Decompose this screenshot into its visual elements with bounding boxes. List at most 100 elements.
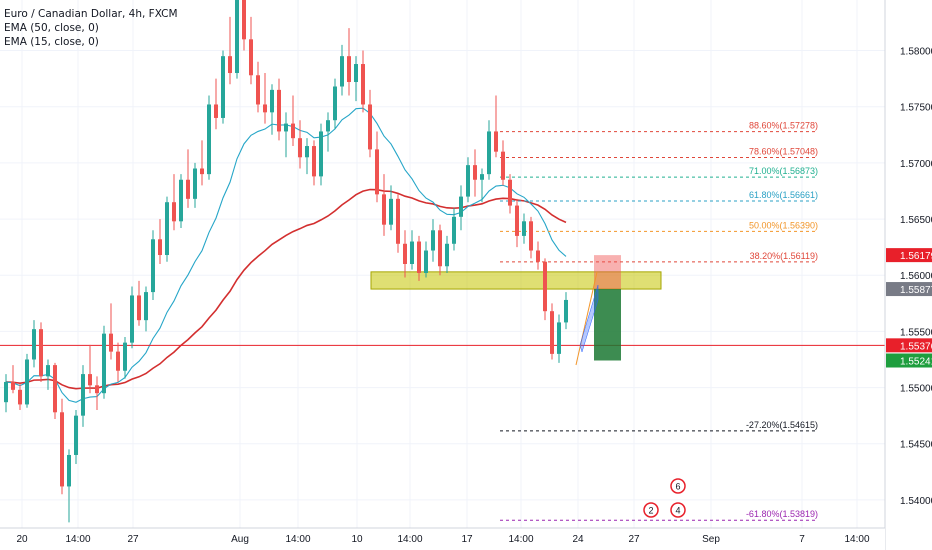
candle-body	[417, 241, 421, 273]
candle-body	[389, 198, 393, 225]
event-count: 2	[648, 506, 653, 516]
candle	[235, 0, 239, 79]
candle	[256, 61, 260, 113]
price-label-text: 1.55376	[900, 341, 932, 352]
candle	[151, 230, 155, 300]
candle-body	[11, 381, 15, 390]
candle-body	[368, 104, 372, 150]
candle-body	[340, 56, 344, 87]
price-label-bg	[886, 248, 932, 263]
price-tick-label: 1.57500	[900, 103, 932, 114]
candle-body	[291, 123, 295, 139]
stop-zone	[594, 255, 621, 290]
chart-grid	[0, 0, 885, 528]
candle-body	[361, 64, 365, 105]
candle-body	[452, 216, 456, 244]
candle-body	[529, 221, 533, 251]
candle-body	[81, 374, 85, 416]
candle-body	[32, 329, 36, 360]
candle-body	[473, 165, 477, 180]
candles	[4, 0, 568, 523]
price-tick-label: 1.55000	[900, 384, 932, 395]
candle-body	[186, 179, 190, 199]
candle	[144, 286, 148, 332]
price-tick-label: 1.54000	[900, 496, 932, 507]
candle-body	[487, 131, 491, 175]
price-label-bg	[886, 353, 932, 368]
candle-body	[214, 104, 218, 118]
candle	[557, 314, 561, 363]
candle	[25, 353, 29, 408]
candle-body	[284, 123, 288, 132]
target-zone	[594, 289, 621, 361]
symbol-title[interactable]: Euro / Canadian Dollar, 4h, FXCM	[4, 8, 178, 20]
candle	[228, 16, 232, 85]
ema50-legend[interactable]: EMA (50, close, 0)	[4, 22, 99, 34]
candle-body	[207, 104, 211, 175]
time-tick-label: 14:00	[397, 534, 422, 545]
overlays: 2 6 4	[575, 255, 686, 518]
price-tick-label: 1.56000	[900, 271, 932, 282]
time-axis-bg	[0, 528, 885, 550]
candle	[466, 157, 470, 203]
candle	[200, 140, 204, 186]
candle	[116, 342, 120, 382]
candle	[18, 384, 22, 411]
candle	[130, 286, 134, 349]
candle	[326, 112, 330, 152]
candle	[438, 224, 442, 276]
candle-body	[39, 329, 43, 377]
fib-level-label: 78.60%(1.57048)	[749, 147, 818, 157]
candle-body	[137, 295, 141, 321]
candle	[452, 207, 456, 251]
candle	[312, 140, 316, 186]
candle-body	[46, 365, 50, 377]
candle-body	[88, 374, 92, 386]
candle-body	[305, 146, 309, 158]
candle-body	[459, 196, 463, 217]
candle-body	[480, 174, 484, 180]
candle	[410, 230, 414, 270]
candle-body	[4, 381, 8, 403]
candle	[333, 78, 337, 130]
candle	[11, 365, 15, 394]
time-tick-label: 27	[127, 534, 139, 545]
candle	[375, 131, 379, 203]
candle	[340, 44, 344, 96]
fib-level-label: 71.00%(1.56873)	[749, 166, 818, 176]
candle-body	[564, 299, 568, 323]
event-circle	[643, 502, 659, 518]
candle	[529, 216, 533, 259]
time-tick-label: 14:00	[844, 534, 869, 545]
price-axis[interactable]: 1.58000 1.57500 1.57000 1.56500 1.56000 1.555…	[884, 0, 932, 550]
candle	[39, 322, 43, 382]
candle-body	[193, 168, 197, 199]
time-tick-label: Sep	[702, 534, 720, 545]
candle	[543, 258, 547, 321]
candle	[480, 168, 484, 203]
candle-body	[410, 241, 414, 264]
candle-body	[347, 56, 351, 83]
candle-body	[375, 149, 379, 195]
candle	[361, 50, 365, 113]
candle-body	[263, 104, 267, 113]
candle-body	[74, 415, 78, 455]
candle-body	[158, 239, 162, 256]
price-tick-label: 1.56500	[900, 215, 932, 226]
time-axis[interactable]: 20 14:00 27 Aug 14:00 10 14:00 17 14:00 24 27 Sep 7 1…	[0, 527, 885, 550]
candle	[550, 303, 554, 360]
event-circle	[670, 478, 686, 494]
candle	[445, 235, 449, 273]
candle	[158, 219, 162, 264]
fib-level-label: 88.60%(1.57278)	[749, 121, 818, 131]
candle-body	[298, 138, 302, 158]
ema15-legend[interactable]: EMA (15, close, 0)	[4, 36, 99, 48]
candle	[431, 219, 435, 262]
candle	[109, 303, 113, 360]
candle	[249, 16, 253, 85]
price-tick-label: 1.58000	[900, 47, 932, 58]
event-count: 4	[675, 506, 680, 516]
candle	[95, 376, 99, 411]
fib-level-label: -27.20%(1.54615)	[746, 420, 818, 430]
